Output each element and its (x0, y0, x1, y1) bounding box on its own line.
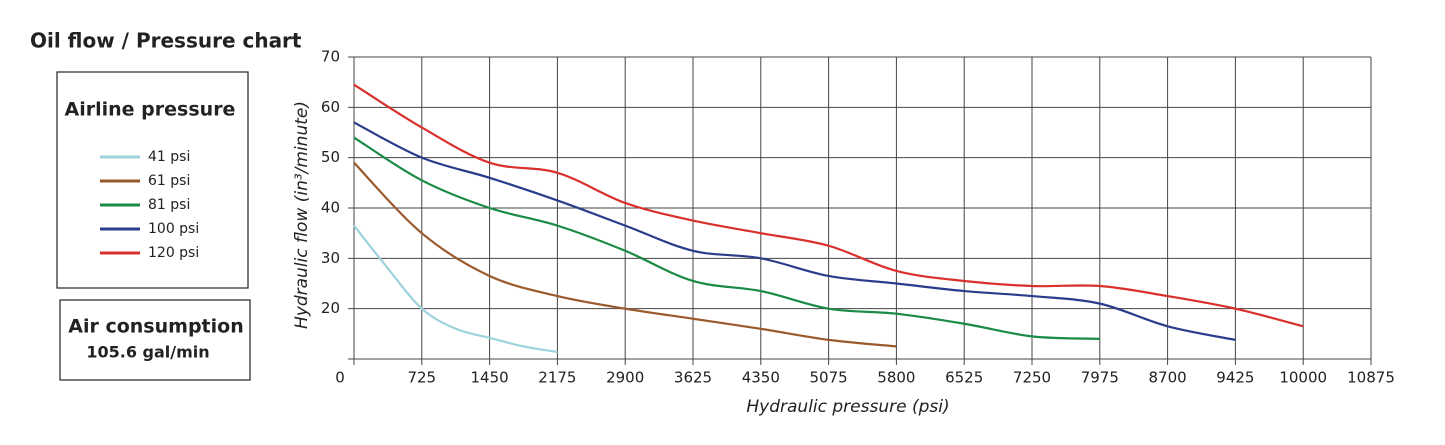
x-tick-label: 2175 (538, 369, 576, 387)
x-tick-label: 8700 (1149, 369, 1187, 387)
x-tick-label: 5800 (877, 369, 915, 387)
annotation: 105.6 gal/min (86, 343, 209, 362)
legend-box (56, 71, 249, 289)
y-tick-label: 50 (321, 148, 340, 166)
x-tick-label: 0 (335, 369, 345, 387)
legend-title: Airline pressure (65, 99, 236, 121)
x-tick-label: 7975 (1081, 369, 1119, 387)
x-tick-label: 9425 (1216, 369, 1254, 387)
x-tick-label: 2900 (606, 369, 644, 387)
y-tick-label: 60 (321, 98, 340, 116)
legend-label: 41 psi (148, 149, 190, 165)
x-tick-label: 10000 (1279, 369, 1327, 387)
x-tick-label: 6525 (945, 369, 983, 387)
x-axis-label: Hydraulic pressure (psi) (746, 397, 949, 417)
y-tick-label: 20 (321, 299, 340, 317)
x-tick-label: 10875 (1347, 369, 1395, 387)
data-line (353, 121, 1236, 341)
legend-label: 120 psi (148, 245, 199, 261)
chart-title: Oil flow / Pressure chart (30, 29, 302, 53)
y-tick-label: 70 (321, 48, 340, 66)
data-line (353, 224, 558, 354)
x-tick-label: 3625 (674, 369, 712, 387)
x-tick-label: 4350 (742, 369, 780, 387)
y-tick-label: 30 (321, 249, 340, 267)
y-tick-label: 40 (321, 199, 340, 217)
data-line (353, 83, 1304, 328)
y-axis-label: Hydraulic flow (in³/minute) (292, 101, 312, 329)
data-line (353, 161, 897, 348)
x-tick-label: 1450 (471, 369, 509, 387)
legend-label: 100 psi (148, 221, 199, 237)
x-tick-label: 7250 (1013, 369, 1051, 387)
data-line (353, 136, 1100, 340)
air-box (59, 299, 251, 381)
x-tick-label: 5075 (810, 369, 848, 387)
annotation: Air consumption (68, 316, 243, 338)
legend-label: 61 psi (148, 173, 190, 189)
legend-label: 81 psi (148, 197, 190, 213)
x-tick-label: 725 (407, 369, 436, 387)
